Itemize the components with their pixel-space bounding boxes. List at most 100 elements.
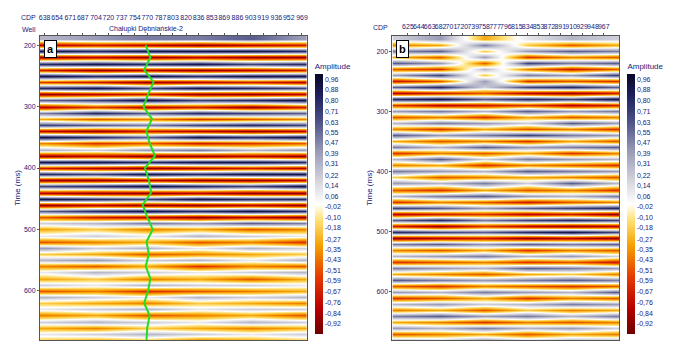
svg-text:-0,92: -0,92 bbox=[325, 320, 341, 327]
svg-text:910: 910 bbox=[565, 23, 577, 30]
svg-text:654: 654 bbox=[51, 14, 63, 21]
svg-text:Amplitude: Amplitude bbox=[627, 62, 663, 71]
svg-text:638: 638 bbox=[39, 14, 51, 21]
svg-text:-0,67: -0,67 bbox=[325, 288, 341, 295]
svg-text:663: 663 bbox=[424, 23, 436, 30]
svg-text:0,22: 0,22 bbox=[325, 172, 339, 179]
svg-text:400: 400 bbox=[24, 164, 36, 171]
svg-text:787: 787 bbox=[155, 14, 167, 21]
svg-text:758: 758 bbox=[478, 23, 490, 30]
svg-text:Amplitude: Amplitude bbox=[315, 62, 351, 71]
svg-text:671: 671 bbox=[64, 14, 76, 21]
svg-text:300: 300 bbox=[24, 103, 36, 110]
svg-text:625: 625 bbox=[402, 23, 414, 30]
svg-text:-0,10: -0,10 bbox=[325, 214, 341, 221]
svg-text:-0,02: -0,02 bbox=[637, 203, 653, 210]
svg-text:836: 836 bbox=[193, 14, 205, 21]
svg-text:0,47: 0,47 bbox=[325, 139, 339, 146]
svg-text:-0,18: -0,18 bbox=[325, 224, 341, 231]
svg-text:948: 948 bbox=[587, 23, 599, 30]
svg-text:853: 853 bbox=[533, 23, 545, 30]
svg-text:869: 869 bbox=[218, 14, 230, 21]
svg-text:803: 803 bbox=[167, 14, 179, 21]
svg-text:739: 739 bbox=[467, 23, 479, 30]
svg-text:0,88: 0,88 bbox=[637, 86, 651, 93]
svg-text:704: 704 bbox=[90, 14, 102, 21]
svg-text:701: 701 bbox=[446, 23, 458, 30]
svg-text:CDP: CDP bbox=[21, 14, 36, 21]
svg-text:0,80: 0,80 bbox=[637, 97, 651, 104]
svg-text:644: 644 bbox=[413, 23, 425, 30]
svg-text:919: 919 bbox=[257, 14, 269, 21]
svg-text:0,96: 0,96 bbox=[637, 76, 651, 83]
svg-text:0,31: 0,31 bbox=[637, 160, 651, 167]
svg-text:-0,84: -0,84 bbox=[637, 310, 653, 317]
svg-text:687: 687 bbox=[77, 14, 89, 21]
svg-text:600: 600 bbox=[376, 288, 388, 295]
svg-text:Chałupki Dębniańskie-2: Chałupki Dębniańskie-2 bbox=[109, 25, 183, 33]
svg-text:969: 969 bbox=[296, 14, 308, 21]
svg-text:720: 720 bbox=[103, 14, 115, 21]
svg-text:0,06: 0,06 bbox=[325, 193, 339, 200]
svg-text:-0,35: -0,35 bbox=[637, 246, 653, 253]
svg-text:754: 754 bbox=[129, 14, 141, 21]
svg-text:0,14: 0,14 bbox=[637, 182, 651, 189]
svg-text:0,63: 0,63 bbox=[325, 119, 339, 126]
svg-text:-0,92: -0,92 bbox=[637, 320, 653, 327]
svg-text:-0,67: -0,67 bbox=[637, 288, 653, 295]
svg-text:-0,35: -0,35 bbox=[325, 246, 341, 253]
svg-text:-0,10: -0,10 bbox=[637, 214, 653, 221]
svg-text:0,47: 0,47 bbox=[637, 139, 651, 146]
svg-text:Well: Well bbox=[22, 26, 36, 33]
svg-text:853: 853 bbox=[206, 14, 218, 21]
svg-text:834: 834 bbox=[522, 23, 534, 30]
svg-text:0,39: 0,39 bbox=[325, 150, 339, 157]
svg-text:0,96: 0,96 bbox=[325, 76, 339, 83]
svg-text:0,22: 0,22 bbox=[637, 172, 651, 179]
svg-text:400: 400 bbox=[376, 168, 388, 175]
svg-text:0,71: 0,71 bbox=[325, 108, 339, 115]
svg-text:-0,84: -0,84 bbox=[325, 310, 341, 317]
svg-text:891: 891 bbox=[554, 23, 566, 30]
svg-text:Time (ms): Time (ms) bbox=[13, 170, 22, 206]
svg-text:777: 777 bbox=[489, 23, 501, 30]
svg-text:500: 500 bbox=[24, 226, 36, 233]
svg-text:-0,27: -0,27 bbox=[325, 236, 341, 243]
svg-text:0,88: 0,88 bbox=[325, 86, 339, 93]
svg-text:737: 737 bbox=[116, 14, 128, 21]
svg-text:720: 720 bbox=[457, 23, 469, 30]
svg-text:0,39: 0,39 bbox=[637, 150, 651, 157]
svg-text:0,80: 0,80 bbox=[325, 97, 339, 104]
svg-text:796: 796 bbox=[500, 23, 512, 30]
svg-text:-0,51: -0,51 bbox=[325, 267, 341, 274]
svg-text:200: 200 bbox=[24, 42, 36, 49]
svg-text:872: 872 bbox=[544, 23, 556, 30]
svg-text:-0,18: -0,18 bbox=[637, 224, 653, 231]
svg-text:-0,51: -0,51 bbox=[637, 267, 653, 274]
svg-text:-0,43: -0,43 bbox=[637, 256, 653, 263]
svg-text:-0,27: -0,27 bbox=[637, 236, 653, 243]
svg-text:0,55: 0,55 bbox=[637, 129, 651, 136]
svg-text:886: 886 bbox=[232, 14, 244, 21]
svg-text:500: 500 bbox=[376, 228, 388, 235]
svg-text:0,63: 0,63 bbox=[637, 119, 651, 126]
svg-text:600: 600 bbox=[24, 287, 36, 294]
svg-text:200: 200 bbox=[376, 48, 388, 55]
svg-text:-0,76: -0,76 bbox=[325, 299, 341, 306]
svg-text:-0,02: -0,02 bbox=[325, 203, 341, 210]
svg-text:936: 936 bbox=[270, 14, 282, 21]
svg-text:0,71: 0,71 bbox=[637, 108, 651, 115]
svg-text:-0,59: -0,59 bbox=[325, 277, 341, 284]
svg-text:-0,43: -0,43 bbox=[325, 256, 341, 263]
svg-text:-0,59: -0,59 bbox=[637, 277, 653, 284]
svg-text:-0,76: -0,76 bbox=[637, 299, 653, 306]
svg-text:903: 903 bbox=[245, 14, 257, 21]
svg-text:Time (ms): Time (ms) bbox=[365, 170, 374, 206]
svg-text:0,06: 0,06 bbox=[637, 193, 651, 200]
svg-text:929: 929 bbox=[576, 23, 588, 30]
svg-text:0,14: 0,14 bbox=[325, 182, 339, 189]
svg-text:300: 300 bbox=[376, 108, 388, 115]
svg-text:0,31: 0,31 bbox=[325, 160, 339, 167]
svg-text:0,55: 0,55 bbox=[325, 129, 339, 136]
svg-text:b: b bbox=[399, 43, 406, 55]
